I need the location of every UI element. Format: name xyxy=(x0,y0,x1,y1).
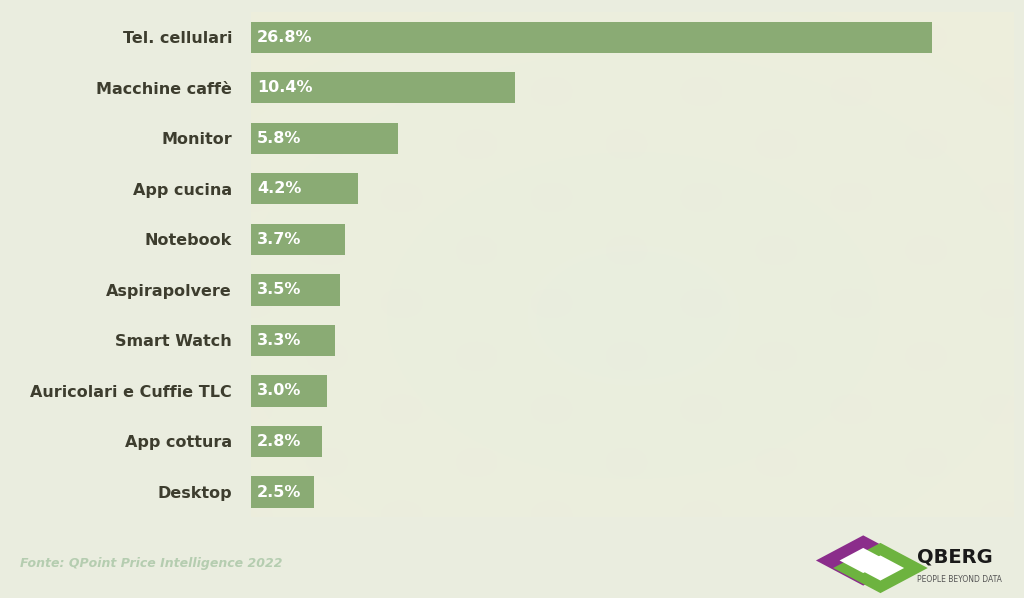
Text: 2.5%: 2.5% xyxy=(257,484,302,499)
Text: PEOPLE BEYOND DATA: PEOPLE BEYOND DATA xyxy=(918,575,1001,584)
Bar xyxy=(251,477,314,508)
Bar xyxy=(251,274,340,306)
Text: 4.2%: 4.2% xyxy=(257,181,302,196)
Bar xyxy=(251,376,328,407)
Bar xyxy=(251,173,357,205)
Bar xyxy=(251,325,335,356)
Text: 3.3%: 3.3% xyxy=(257,333,302,348)
Polygon shape xyxy=(857,556,904,581)
Text: QBERG: QBERG xyxy=(918,548,992,567)
Polygon shape xyxy=(834,543,928,593)
Text: 10.4%: 10.4% xyxy=(257,80,312,95)
Bar xyxy=(251,123,398,154)
Text: 3.5%: 3.5% xyxy=(257,282,302,297)
Bar xyxy=(251,72,515,103)
Text: 3.0%: 3.0% xyxy=(257,383,302,398)
Text: 5.8%: 5.8% xyxy=(257,131,302,146)
Polygon shape xyxy=(840,548,887,573)
Text: Fonte: QPoint Price Intelligence 2022: Fonte: QPoint Price Intelligence 2022 xyxy=(20,557,283,570)
Bar xyxy=(251,224,345,255)
Bar xyxy=(251,22,933,53)
Polygon shape xyxy=(816,535,910,585)
Bar xyxy=(251,426,323,457)
Text: 26.8%: 26.8% xyxy=(257,30,312,45)
Text: 2.8%: 2.8% xyxy=(257,434,302,449)
Text: 3.7%: 3.7% xyxy=(257,232,302,247)
